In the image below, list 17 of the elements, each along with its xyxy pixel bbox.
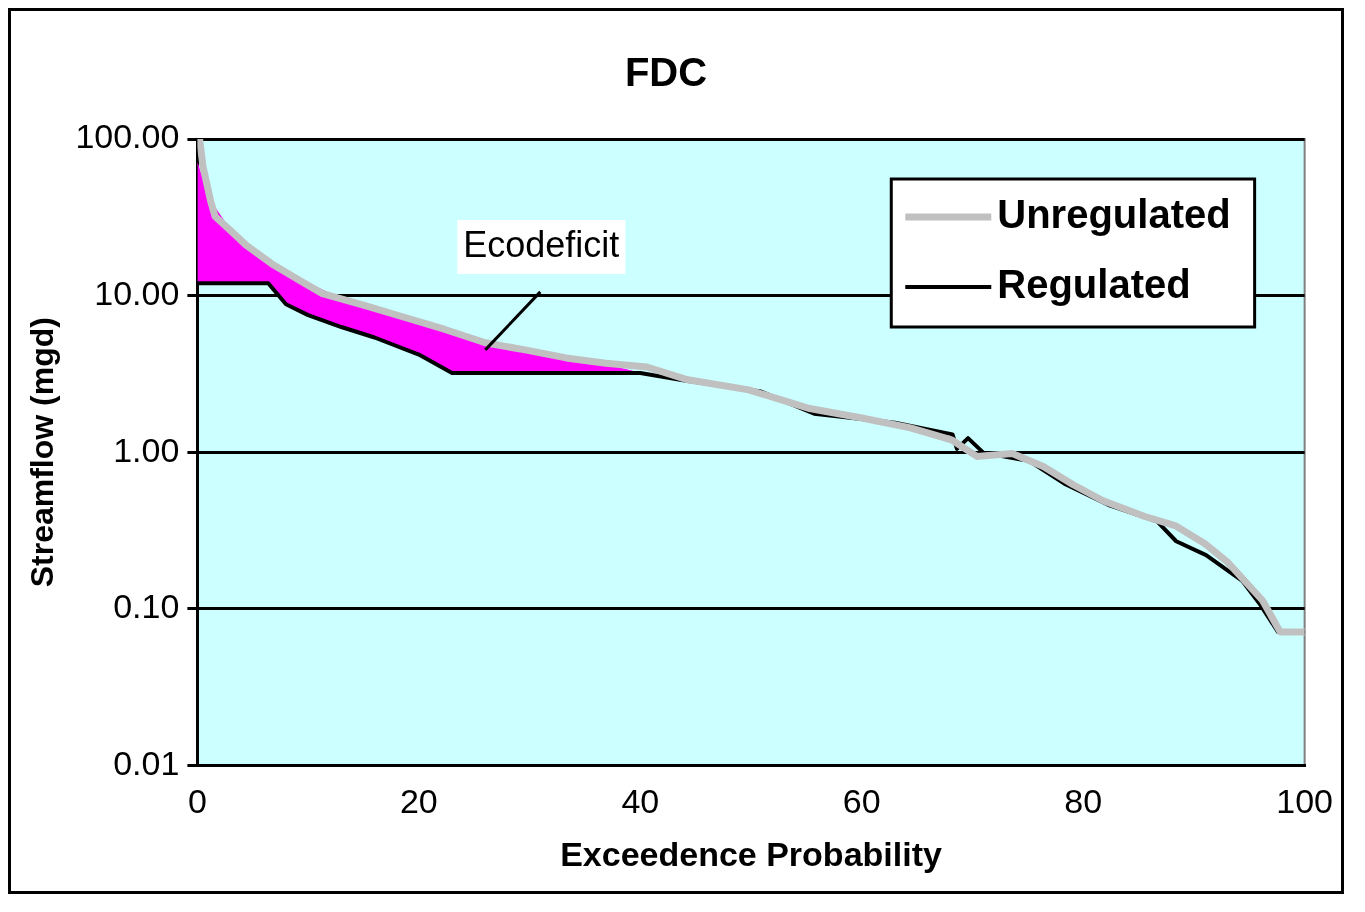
x-axis-title: Exceedence Probability [560,834,942,873]
x-tick-label: 40 [621,782,660,821]
annotation: Ecodeficit [463,223,620,265]
legend-label: Unregulated [997,192,1231,237]
y-tick-label: 0.01 [113,743,180,782]
y-tick-label: 1.00 [113,430,180,469]
y-tick-label: 10.00 [94,273,180,312]
x-tick-label: 80 [1064,782,1103,821]
legend-label: Regulated [997,262,1191,307]
x-tick-label: 60 [842,782,881,821]
x-tick-label: 0 [187,782,207,821]
y-tick-label: 100.00 [75,117,180,156]
x-tick-label: 100 [1276,782,1333,821]
x-tick-label: 20 [399,782,438,821]
y-axis-title: Streamflow (mgd) [24,317,61,588]
y-tick-label: 0.10 [113,587,180,626]
chart-title: FDC [624,50,708,95]
